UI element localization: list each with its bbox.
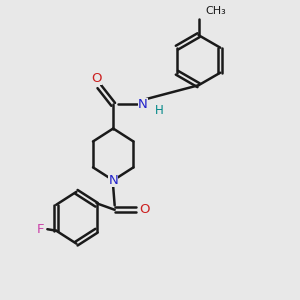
Text: F: F [37, 223, 45, 236]
Text: O: O [91, 72, 102, 85]
Text: H: H [155, 104, 164, 117]
Text: N: N [138, 98, 148, 111]
Text: O: O [140, 203, 150, 216]
Text: N: N [108, 174, 118, 187]
Text: CH₃: CH₃ [205, 6, 226, 16]
